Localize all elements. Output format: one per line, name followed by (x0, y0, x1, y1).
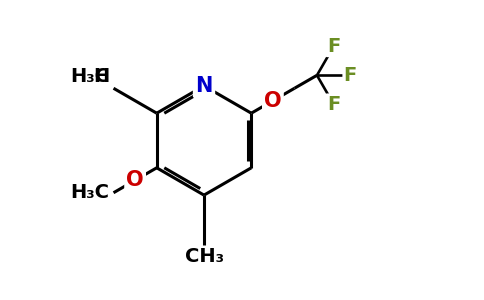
Text: N: N (196, 76, 212, 96)
Text: CH₃: CH₃ (184, 248, 224, 266)
Text: H₃C: H₃C (71, 67, 110, 86)
Text: F: F (327, 94, 340, 114)
Text: F: F (327, 37, 340, 56)
Text: H: H (93, 67, 110, 86)
Text: H₃C: H₃C (71, 183, 110, 202)
Text: O: O (264, 91, 282, 111)
Text: F: F (344, 66, 357, 85)
Text: O: O (126, 170, 144, 190)
